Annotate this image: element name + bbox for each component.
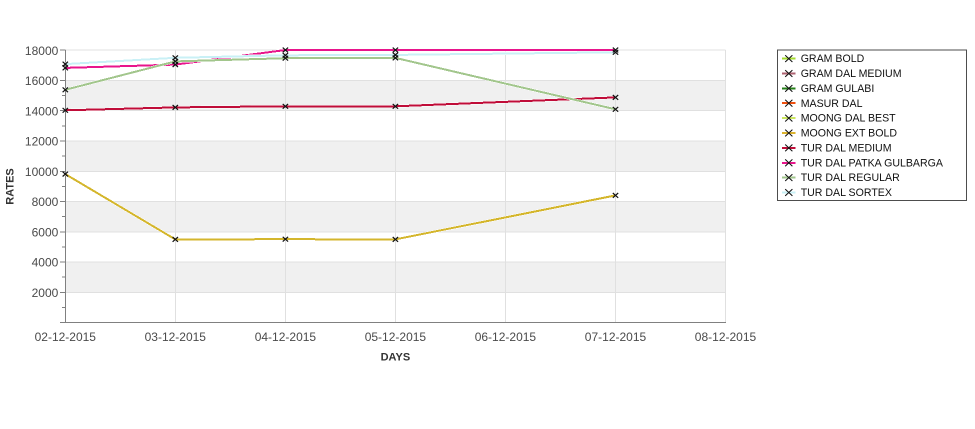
svg-text:RATES: RATES [5, 168, 17, 204]
svg-text:GRAM GULABI: GRAM GULABI [801, 83, 875, 95]
svg-text:2000: 2000 [32, 286, 59, 300]
svg-text:07-12-2015: 07-12-2015 [585, 330, 647, 344]
svg-text:MOONG DAL BEST: MOONG DAL BEST [801, 113, 896, 125]
svg-text:TUR DAL MEDIUM: TUR DAL MEDIUM [801, 143, 892, 155]
svg-text:18000: 18000 [25, 44, 59, 58]
svg-text:GRAM DAL MEDIUM: GRAM DAL MEDIUM [801, 68, 902, 80]
svg-text:14000: 14000 [25, 104, 59, 118]
svg-text:05-12-2015: 05-12-2015 [365, 330, 427, 344]
svg-text:10000: 10000 [25, 165, 59, 179]
svg-text:08-12-2015: 08-12-2015 [695, 330, 757, 344]
svg-text:MOONG EXT BOLD: MOONG EXT BOLD [801, 128, 898, 140]
svg-text:06-12-2015: 06-12-2015 [475, 330, 537, 344]
svg-text:DAYS: DAYS [381, 352, 411, 364]
svg-text:4000: 4000 [32, 256, 59, 270]
svg-text:TUR DAL REGULAR: TUR DAL REGULAR [801, 172, 900, 184]
svg-text:16000: 16000 [25, 74, 59, 88]
svg-text:MASUR DAL: MASUR DAL [801, 98, 863, 110]
svg-text:04-12-2015: 04-12-2015 [255, 330, 317, 344]
svg-text:8000: 8000 [32, 195, 59, 209]
svg-text:TUR DAL PATKA GULBARGA: TUR DAL PATKA GULBARGA [801, 157, 944, 169]
svg-text:TUR DAL SORTEX: TUR DAL SORTEX [801, 187, 892, 199]
svg-text:03-12-2015: 03-12-2015 [145, 330, 207, 344]
svg-text:12000: 12000 [25, 135, 59, 149]
svg-text:GRAM BOLD: GRAM BOLD [801, 53, 865, 65]
svg-text:02-12-2015: 02-12-2015 [35, 330, 97, 344]
svg-text:6000: 6000 [32, 225, 59, 239]
